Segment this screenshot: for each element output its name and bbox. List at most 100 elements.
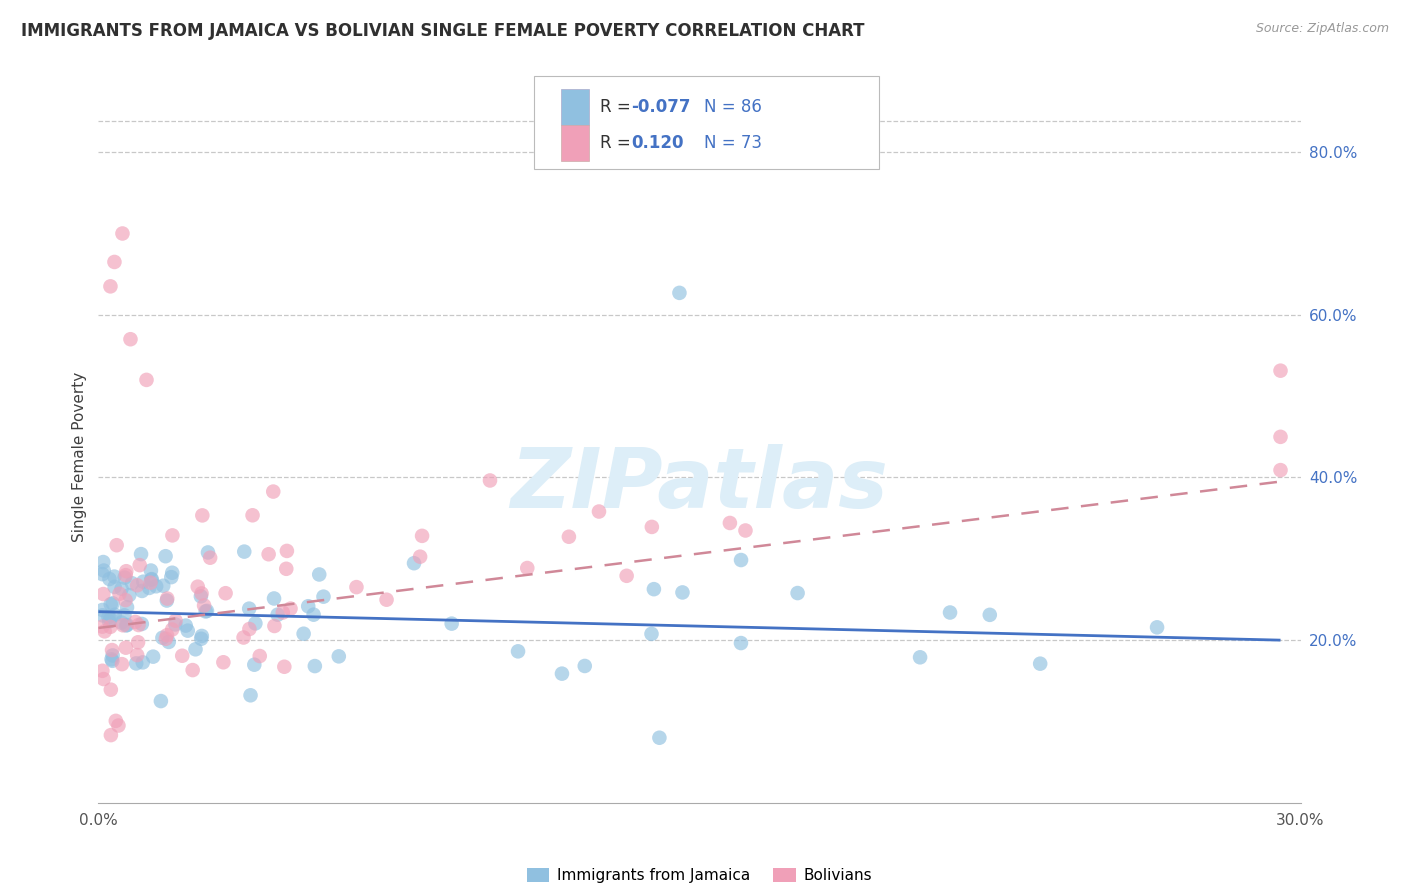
Point [155, 549, 177, 564]
Point [100, 652, 122, 666]
Point [110, 615, 132, 630]
Point [1270, 430, 1292, 444]
Point [506, 644, 529, 658]
Point [242, 508, 264, 523]
Point [271, 606, 294, 620]
Point [124, 615, 146, 629]
Text: R =: R = [600, 134, 641, 152]
Point [181, 663, 204, 677]
Text: N = 73: N = 73 [704, 134, 762, 152]
Point [292, 626, 315, 640]
Point [409, 549, 432, 564]
Point [93, 672, 115, 686]
Point [588, 504, 610, 518]
Point [730, 636, 752, 650]
Point [197, 545, 219, 559]
Point [165, 617, 187, 632]
Point [100, 597, 122, 611]
Point [195, 604, 218, 618]
Point [111, 618, 134, 632]
Point [187, 580, 209, 594]
Point [101, 596, 124, 610]
Point [132, 574, 155, 589]
Point [233, 544, 256, 558]
Point [939, 606, 962, 620]
Point [212, 655, 235, 669]
Point [730, 553, 752, 567]
Point [302, 607, 325, 622]
Point [328, 649, 350, 664]
Point [129, 547, 152, 561]
Point [142, 649, 165, 664]
Point [308, 567, 330, 582]
Point [104, 607, 127, 622]
Text: N = 86: N = 86 [704, 98, 762, 116]
Point [91, 603, 114, 617]
Point [131, 583, 153, 598]
Point [98, 620, 121, 634]
Point [232, 631, 254, 645]
Point [118, 588, 141, 602]
Point [111, 227, 134, 241]
Point [156, 591, 179, 606]
Point [156, 593, 179, 607]
Point [786, 586, 808, 600]
Point [114, 571, 136, 585]
Text: Source: ZipAtlas.com: Source: ZipAtlas.com [1256, 22, 1389, 36]
Point [198, 550, 221, 565]
Point [157, 635, 180, 649]
Point [643, 582, 665, 596]
Point [190, 590, 212, 604]
Text: 0.120: 0.120 [631, 134, 683, 152]
Point [718, 516, 741, 530]
Point [139, 575, 162, 590]
Point [177, 624, 200, 638]
Point [734, 524, 756, 538]
Point [149, 694, 172, 708]
Point [103, 569, 125, 583]
Point [616, 569, 638, 583]
Point [402, 556, 425, 570]
Point [112, 608, 135, 623]
Point [297, 599, 319, 614]
Point [162, 528, 184, 542]
Point [411, 529, 433, 543]
Point [127, 635, 149, 649]
Point [139, 564, 162, 578]
Point [304, 659, 326, 673]
Point [114, 568, 136, 582]
Point [100, 279, 122, 293]
Point [91, 587, 114, 601]
Point [152, 631, 174, 645]
Point [108, 587, 131, 601]
Point [115, 618, 138, 632]
Point [115, 600, 138, 615]
Point [128, 558, 150, 573]
Point [191, 629, 214, 643]
Point [574, 659, 596, 673]
Point [263, 591, 285, 606]
Point [671, 585, 693, 599]
Point [120, 332, 142, 346]
Point [101, 654, 124, 668]
Point [375, 592, 398, 607]
Point [101, 648, 124, 663]
Point [91, 620, 114, 634]
Point [979, 607, 1001, 622]
Point [516, 561, 538, 575]
Point [132, 656, 155, 670]
Point [91, 608, 114, 623]
Point [114, 640, 136, 655]
Point [640, 627, 662, 641]
Point [127, 578, 149, 592]
Point [110, 582, 132, 596]
Point [100, 612, 122, 626]
Point [93, 624, 115, 639]
Point [1146, 620, 1168, 634]
Point [104, 580, 127, 594]
Point [1029, 657, 1052, 671]
Point [257, 547, 280, 561]
Point [184, 642, 207, 657]
Point [160, 566, 183, 580]
Point [141, 573, 163, 587]
